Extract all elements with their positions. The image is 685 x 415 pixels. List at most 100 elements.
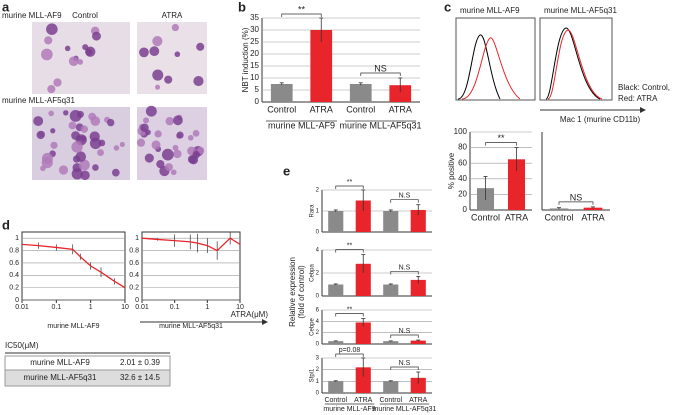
significance-label: ** (497, 133, 505, 143)
line (141, 237, 241, 252)
cell (92, 31, 101, 41)
y-tick-label: 30 (250, 25, 259, 34)
significance-label: ** (347, 306, 353, 313)
y-tick-label: 0.4 (9, 272, 19, 279)
significance-label: N.S (399, 360, 411, 367)
cell (53, 78, 62, 87)
x-tick-label: Control (544, 212, 573, 222)
significance-bracket (390, 199, 419, 203)
significance-label: ** (347, 179, 353, 186)
flow-title: murine MLL-AF9 (460, 6, 520, 15)
significance-bracket (335, 313, 364, 317)
flow-curve (545, 27, 601, 100)
y-tick-label: 6 (316, 308, 320, 314)
bar (355, 322, 371, 344)
bar (328, 284, 344, 296)
y-axis-label: Cebpa (310, 264, 316, 282)
x-tick-label: Control (346, 104, 375, 114)
cell (152, 36, 163, 47)
significance-bracket (335, 249, 364, 253)
x-tick-label: 10 (236, 304, 244, 311)
cell (145, 129, 151, 136)
y-tick-label: 0 (255, 97, 260, 106)
cell (139, 47, 149, 58)
x-tick-label: ATRA (505, 212, 528, 222)
y-axis-label: NBT induction (%) (241, 27, 250, 92)
cell (44, 36, 53, 45)
group-label: murine MLL-AF9 (268, 120, 335, 130)
cell (107, 118, 115, 127)
x-tick-label: ATRA (581, 212, 604, 222)
cell (85, 46, 96, 57)
table-cell: 2.01 ± 0.39 (120, 358, 161, 367)
cell (170, 169, 177, 176)
cell (172, 144, 179, 151)
cell (149, 46, 160, 57)
plot-frame (21, 231, 126, 301)
cell (33, 116, 44, 127)
x-tick-label: Control (324, 397, 347, 404)
significance-label: N.S (399, 193, 411, 200)
arrow-head (262, 319, 268, 325)
significance-label: ** (298, 4, 306, 14)
line (21, 243, 126, 289)
cell (40, 165, 46, 172)
x-tick-label: 0.01 (15, 304, 29, 311)
cell (50, 128, 56, 134)
y-tick-label: 0.8 (129, 247, 139, 254)
cell (156, 159, 165, 169)
table-title: IC50(μM) (5, 341, 39, 350)
y-tick-label: 20 (250, 49, 259, 58)
cell (68, 56, 79, 67)
panel-label: d (2, 217, 10, 232)
y-tick-label: 0 (316, 391, 320, 397)
cell (173, 115, 183, 126)
significance-bracket (390, 271, 419, 275)
y-tick-label: 1 (15, 235, 19, 242)
panel-label: e (283, 163, 290, 178)
table-cell: murine MLL-AF9 (30, 358, 90, 367)
y-tick-label: 2 (316, 367, 320, 373)
bar (270, 84, 293, 102)
significance-bracket (335, 353, 364, 357)
flow-curve (457, 34, 501, 100)
legend: Black: Control, (618, 83, 670, 92)
y-tick-label: 4 (316, 248, 320, 254)
y-tick-label: 1 (316, 379, 320, 385)
table-row (4, 369, 171, 387)
cell (58, 165, 69, 175)
significance-bracket (558, 201, 594, 205)
bar (355, 200, 371, 232)
bar (310, 30, 333, 102)
x-tick-label: 10 (121, 304, 129, 311)
flow-title: murine MLL-AF5q31 (544, 6, 617, 15)
cell (68, 121, 77, 130)
y-tick-label: 0 (316, 230, 320, 236)
table-cell: 32.6 ± 14.5 (120, 373, 161, 382)
cell (165, 116, 174, 126)
y-tick-label: 3 (316, 356, 320, 362)
group-label: murine MLL-AF9 (323, 406, 375, 413)
bar (355, 367, 371, 393)
cell (113, 145, 120, 151)
y-tick-label: 5 (255, 85, 260, 94)
cell (164, 163, 173, 172)
x-tick-label: Control (379, 397, 402, 404)
significance-label: NS (374, 63, 387, 73)
y-tick-label: 2 (316, 271, 320, 277)
row-label: murine MLL-AF5q31 (2, 96, 75, 105)
y-axis-label: Sfpi1 (310, 368, 316, 382)
significance-bracket (360, 72, 401, 76)
bar (328, 341, 344, 344)
cell (41, 48, 53, 61)
cell (111, 168, 120, 177)
y-tick-label: 2 (316, 188, 320, 194)
cell (71, 141, 83, 153)
flow-curve (461, 37, 521, 100)
y-tick-label: 0 (135, 297, 139, 304)
axis-label: Relative expression (288, 257, 297, 327)
cell (97, 149, 104, 156)
bar (410, 340, 426, 344)
axis-label: Mac 1 (murine CD11b) (560, 115, 641, 124)
significance-label: p=0.08 (339, 347, 361, 354)
